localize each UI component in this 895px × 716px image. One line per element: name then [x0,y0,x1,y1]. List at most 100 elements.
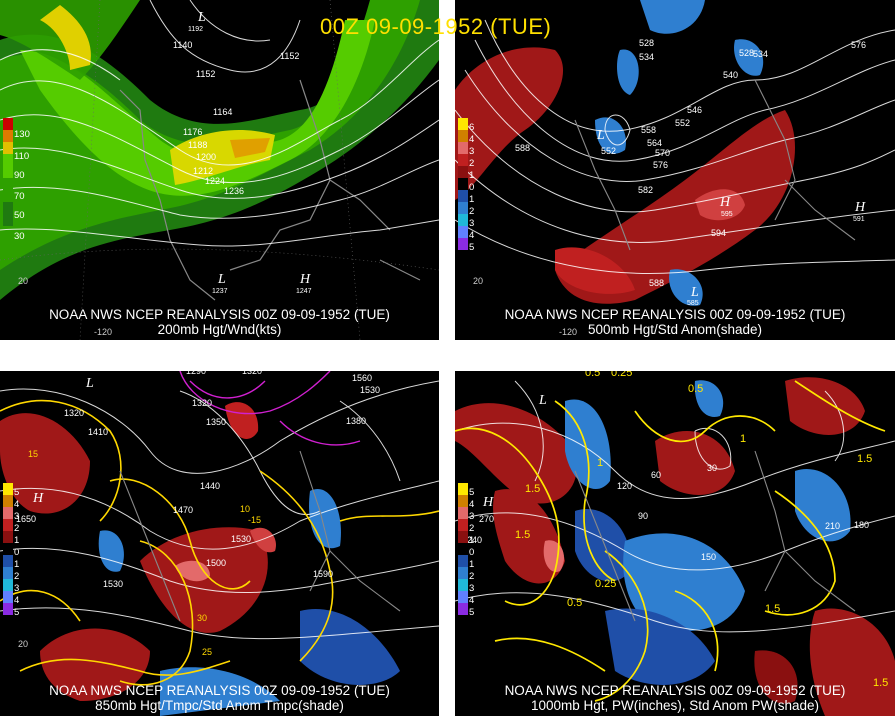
label-585: 585 [687,300,699,307]
pw-contours [455,380,886,702]
anom-blue-w [98,530,124,572]
label-1237: 1237 [212,288,228,295]
legend-label: 2 [469,158,475,169]
anom-red-s [754,650,798,704]
legend-colorbar [3,483,13,615]
legend-label: 0 [469,182,475,193]
cold-contours [179,371,361,446]
label-1650: 1650 [16,514,37,524]
label-pw-0.5b: 0.5 [567,597,583,609]
label-h210: 210 [825,521,841,531]
label-t30: 30 [197,613,208,623]
label-t-15: -15 [248,515,262,525]
caption-field: 1000mb Hgt, PW(inches), Std Anom PW(shad… [530,698,820,713]
label-L-south: L [691,285,699,300]
label-1590: 1590 [313,569,334,579]
anom-blue-south [669,269,703,306]
anom-red-sw [40,628,150,701]
label-1212: 1212 [193,166,214,176]
label-L: L [539,393,547,408]
label-1247: 1247 [296,288,312,295]
label-588a: 588 [515,143,531,153]
anom-blue-e [309,489,341,549]
legend-label: 3 [14,511,20,522]
label-591: 591 [853,216,865,223]
anom-red-ne [785,377,865,435]
label-576-ne: 576 [851,40,867,50]
legend-label: 5 [469,242,475,253]
legend-label: 2 [14,523,20,534]
label-1470: 1470 [173,505,194,515]
caption-source: NOAA NWS NCEP REANALYSIS 00Z 09-09-1952 … [504,307,846,322]
label-528-ne: 528 [739,48,755,58]
label-552a: 552 [601,146,617,156]
label-1350: 1350 [206,417,227,427]
label-h270: 270 [479,514,495,524]
legend-label: 1 [14,559,20,570]
label-t10: 10 [240,504,251,514]
legend-label: 3 [469,511,475,522]
legend-label: 3 [469,583,475,594]
legend-label: 2 [14,571,20,582]
label-H-east: H [855,200,866,215]
label-L1: L [198,10,206,25]
label-546: 546 [687,105,703,115]
anom-blue-ne [734,39,764,76]
legend-label: 4 [469,499,475,510]
anom-red-center [140,527,268,633]
height-contours [0,0,439,247]
label-1290: 1290 [186,371,207,376]
legend-label: 2 [469,523,475,534]
label-L2: L [218,272,226,287]
anom-blue-s [160,667,280,716]
anom-red-core [175,560,210,582]
legend-colorbar [3,118,13,226]
label-1410: 1410 [88,427,109,437]
label-L: L [86,376,94,391]
panel-500mb-map: 588 L 552 528 534 540 546 552 558 564 57… [455,0,895,340]
label-pw-0.25a: 0.25 [611,371,633,379]
label-h30: 30 [707,463,718,473]
label-570: 570 [655,148,671,158]
label-1500: 1500 [206,558,227,568]
label-1530c: 1530 [231,534,252,544]
label-pw-1.5a: 1.5 [525,483,541,495]
label-1236: 1236 [224,186,245,196]
label-lat-20: 20 [18,276,29,286]
label-1192: 1192 [188,26,204,33]
anom-blue-se [300,609,400,685]
legend-label-110: 110 [14,151,30,162]
legend-label-130: 130 [14,129,30,140]
legend-label: 4 [14,595,20,606]
label-1188: 1188 [188,140,208,150]
label-588b: 588 [649,278,665,288]
label-534-ne: 534 [753,49,769,59]
jet-shade-nw2 [40,5,91,70]
anom-red-core [695,189,745,221]
label-L-lake: L [597,128,605,143]
jet-shade-70 [20,20,375,196]
legend-label: 2 [469,206,475,217]
label-1320a: 1320 [242,371,263,376]
label-534: 534 [639,52,655,62]
label-1140: 1140 [173,40,193,50]
latlon-grid [0,0,439,340]
label-1380: 1380 [346,416,367,426]
label-H-se: H [720,195,731,210]
legend-label: 1 [469,559,475,570]
caption-field: 200mb Hgt/Wnd(kts) [157,322,282,337]
legend-label: 4 [14,499,20,510]
label-558: 558 [641,125,657,135]
anom-blue-6 [694,380,724,417]
height-contours [455,380,895,633]
label-pw-1.5b: 1.5 [515,529,531,541]
label-594: 594 [711,228,727,238]
caption-source: NOAA NWS NCEP REANALYSIS 00Z 09-09-1952 … [49,683,390,698]
anom-red-south [555,247,635,294]
label-pw-1.5d: 1.5 [857,453,873,465]
legend-label: 5 [14,487,20,498]
anom-red-nw [455,403,577,504]
label-pw-1.5c: 1.5 [765,603,781,615]
anom-red-west [455,47,564,201]
label-582: 582 [638,185,654,195]
